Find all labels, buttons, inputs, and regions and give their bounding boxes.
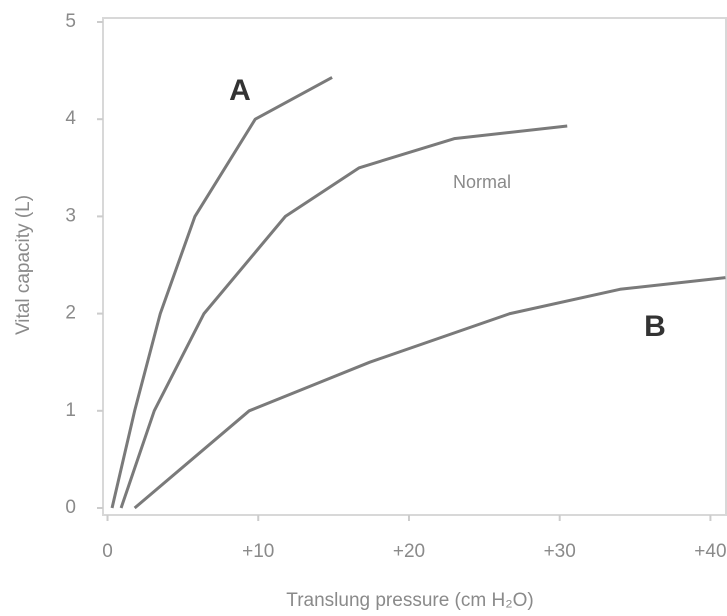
y-tick-label: 4 [65,108,76,129]
y-axis-label: Vital capacity (L) [13,195,34,335]
x-tick-label: +30 [544,541,576,562]
curve [135,278,726,508]
y-tick-label: 1 [65,400,76,421]
chart: Vital capacity (L) Translung pressure (c… [0,0,727,616]
x-tick-label: +10 [242,541,274,562]
curve-label: Normal [453,172,511,192]
x-tick-label: 0 [102,541,113,562]
x-tick-label: +40 [694,541,726,562]
x-tick-label: +20 [393,541,425,562]
y-tick-label: 0 [65,497,76,518]
x-axis-label: Translung pressure (cm H₂O) [286,590,533,611]
y-tick-label: 3 [65,205,76,226]
y-tick-label: 5 [65,11,76,32]
plot-frame [103,18,726,515]
curve-label: B [644,310,666,343]
y-tick-label: 2 [65,303,76,324]
curve-label: A [229,74,251,107]
